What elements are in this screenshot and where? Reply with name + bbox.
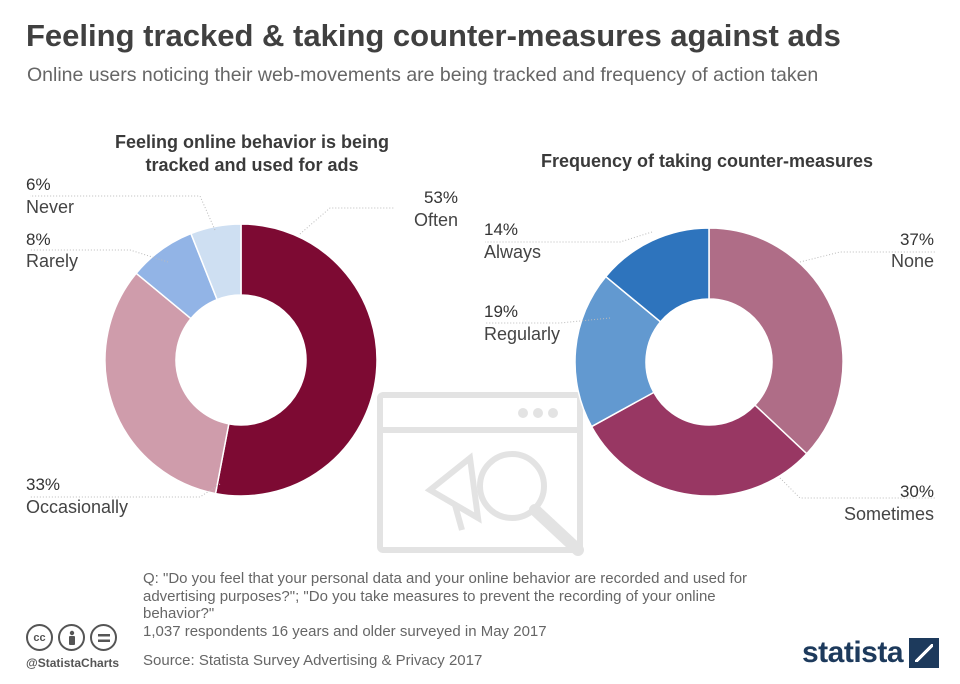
chart2-slice-always bbox=[604, 227, 710, 323]
chart2-value-label-sometimes: 30% bbox=[900, 482, 934, 501]
chart1-title-line1: Feeling online behavior is being bbox=[115, 132, 389, 152]
donut-chart-feeling-tracked: Feeling online behavior is being tracked… bbox=[26, 132, 458, 517]
source-note: Source: Statista Survey Advertising & Pr… bbox=[143, 652, 483, 669]
chart1-slice-never bbox=[189, 223, 242, 301]
chart2-value-label-always: 14% bbox=[484, 220, 518, 239]
chart-subtitle: Online users noticing their web-movement… bbox=[27, 64, 819, 86]
chart1-title-line2: tracked and used for ads bbox=[145, 155, 358, 175]
chart2-slice-none bbox=[708, 227, 844, 455]
chart2-category-label-regularly: Regularly bbox=[484, 324, 560, 344]
statista-wordmark: statista bbox=[802, 636, 904, 669]
chart1-value-label-often: 53% bbox=[424, 188, 458, 207]
chart2-category-label-sometimes: Sometimes bbox=[844, 504, 934, 524]
donut-chart-counter-measures: Frequency of taking counter-measures 37%… bbox=[484, 151, 935, 524]
statista-logo[interactable]: statista bbox=[802, 636, 940, 670]
chart1-category-label-occasionally: Occasionally bbox=[26, 497, 128, 517]
chart2-value-label-regularly: 19% bbox=[484, 302, 518, 321]
survey-notes: Q: "Do you feel that your personal data … bbox=[143, 570, 783, 640]
twitter-handle: @StatistaCharts bbox=[26, 656, 120, 670]
statista-logo-icon bbox=[909, 638, 940, 668]
no-derivatives-icon bbox=[90, 624, 117, 651]
chart2-slice-regularly bbox=[574, 275, 662, 428]
chart1-value-label-occasionally: 33% bbox=[26, 475, 60, 494]
chart-title: Feeling tracked & taking counter-measure… bbox=[26, 18, 841, 53]
chart2-category-label-always: Always bbox=[484, 242, 541, 262]
chart1-category-label-never: Never bbox=[26, 197, 74, 217]
chart1-category-label-often: Often bbox=[414, 210, 458, 230]
attribution-icon bbox=[58, 624, 85, 651]
chart1-slice-often bbox=[214, 223, 378, 497]
chart2-slice-sometimes bbox=[590, 391, 808, 497]
survey-question: Q: "Do you feel that your personal data … bbox=[143, 570, 748, 622]
chart1-category-label-rarely: Rarely bbox=[26, 251, 78, 271]
browser-tracking-illustration-icon bbox=[377, 392, 584, 556]
cc-icon: cc bbox=[26, 624, 53, 651]
chart2-value-label-none: 37% bbox=[900, 230, 934, 249]
chart1-slice-occasionally bbox=[104, 272, 230, 495]
chart1-value-label-rarely: 8% bbox=[26, 230, 51, 249]
respondents-note: 1,037 respondents 16 years and older sur… bbox=[143, 622, 547, 640]
chart2-category-label-none: None bbox=[891, 251, 934, 271]
chart1-value-label-never: 6% bbox=[26, 175, 51, 194]
license-icons: cc bbox=[26, 624, 117, 651]
chart2-title-line1: Frequency of taking counter-measures bbox=[541, 151, 873, 171]
